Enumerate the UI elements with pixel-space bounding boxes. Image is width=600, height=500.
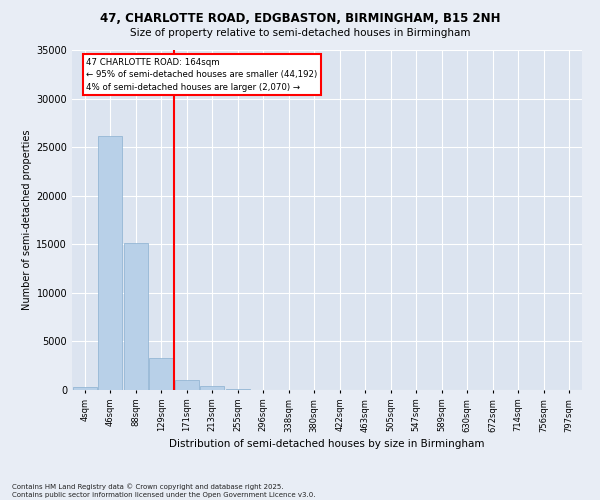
Text: 47, CHARLOTTE ROAD, EDGBASTON, BIRMINGHAM, B15 2NH: 47, CHARLOTTE ROAD, EDGBASTON, BIRMINGHA… bbox=[100, 12, 500, 26]
Bar bbox=[200, 386, 224, 390]
Text: Contains HM Land Registry data © Crown copyright and database right 2025.
Contai: Contains HM Land Registry data © Crown c… bbox=[12, 484, 316, 498]
Bar bbox=[175, 380, 199, 390]
Text: Size of property relative to semi-detached houses in Birmingham: Size of property relative to semi-detach… bbox=[130, 28, 470, 38]
Text: 47 CHARLOTTE ROAD: 164sqm
← 95% of semi-detached houses are smaller (44,192)
4% : 47 CHARLOTTE ROAD: 164sqm ← 95% of semi-… bbox=[86, 58, 317, 92]
Bar bbox=[124, 244, 148, 390]
Bar bbox=[149, 358, 173, 390]
X-axis label: Distribution of semi-detached houses by size in Birmingham: Distribution of semi-detached houses by … bbox=[169, 438, 485, 448]
Bar bbox=[98, 136, 122, 390]
Y-axis label: Number of semi-detached properties: Number of semi-detached properties bbox=[22, 130, 32, 310]
Bar bbox=[73, 386, 97, 390]
Bar bbox=[226, 388, 250, 390]
